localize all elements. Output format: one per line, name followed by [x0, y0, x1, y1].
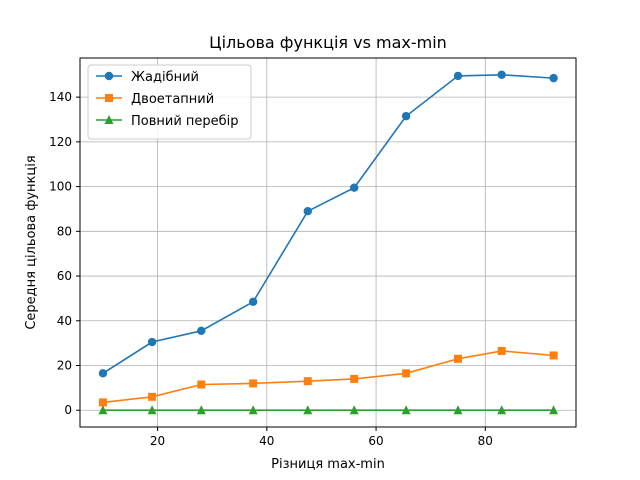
y-tick-label: 20 [57, 359, 72, 373]
data-point [350, 374, 359, 383]
y-tick-label: 0 [64, 403, 72, 417]
data-point [98, 405, 108, 415]
data-point [303, 377, 312, 386]
axes: 20 40 60 80 0 20 40 60 80 100 120 140 [49, 90, 493, 448]
data-point [147, 337, 157, 347]
data-point [98, 398, 107, 407]
grid [80, 58, 576, 427]
chart-title: Цільова функція vs max-min [209, 33, 447, 52]
data-point [249, 379, 258, 388]
data-point [497, 70, 506, 79]
y-tick-label: 40 [57, 314, 72, 328]
plot-frame [79, 57, 577, 428]
x-tick-label: 40 [259, 434, 274, 448]
x-tick-label: 80 [478, 434, 493, 448]
y-tick-label: 60 [57, 269, 72, 283]
data-point [549, 405, 559, 415]
data-point [98, 369, 108, 378]
data-point [453, 71, 463, 81]
legend-label: Двоетапний [131, 92, 214, 107]
legend-label: Жадібний [131, 70, 199, 85]
x-axis-label: Різниця max-min [271, 457, 385, 472]
y-tick-label: 140 [49, 90, 72, 104]
legend: Жадібний Двоетапний Повний перебір [87, 64, 252, 140]
legend-marker [104, 115, 114, 124]
data-point [549, 351, 558, 360]
data-point [197, 326, 206, 336]
data-point [453, 405, 463, 415]
data-point [303, 405, 313, 415]
x-tick-label: 20 [150, 434, 165, 448]
legend-item: Двоетапний [96, 92, 214, 107]
x-tick-label: 60 [368, 434, 383, 448]
y-tick-label: 80 [57, 224, 72, 238]
data-point [497, 405, 507, 415]
data-point [454, 354, 463, 363]
series-1 [98, 346, 558, 407]
series-line [102, 73, 554, 375]
legend-label: Повний перебір [131, 114, 239, 129]
series-line [102, 350, 554, 404]
series-layer [98, 70, 559, 415]
series-2 [98, 405, 559, 415]
data-point [401, 111, 411, 121]
data-point [197, 380, 206, 389]
legend-item: Повний перебір [96, 114, 239, 129]
data-point [401, 405, 411, 415]
data-point [497, 346, 506, 355]
legend-marker [105, 94, 113, 102]
legend-box [87, 64, 252, 140]
data-point [148, 392, 157, 401]
legend-item: Жадібний [96, 70, 199, 85]
data-point [248, 405, 258, 415]
legend-marker [104, 71, 114, 81]
y-axis-label: Середня цільова функція [24, 155, 39, 329]
data-point [549, 73, 558, 83]
data-point [350, 183, 359, 192]
y-tick-label: 100 [49, 180, 72, 194]
data-point [147, 405, 157, 415]
series-0 [98, 70, 558, 378]
data-point [303, 206, 312, 216]
data-point [248, 297, 258, 306]
data-point [402, 369, 411, 378]
y-tick-label: 120 [49, 135, 72, 149]
data-point [196, 405, 206, 415]
data-point [349, 405, 359, 415]
